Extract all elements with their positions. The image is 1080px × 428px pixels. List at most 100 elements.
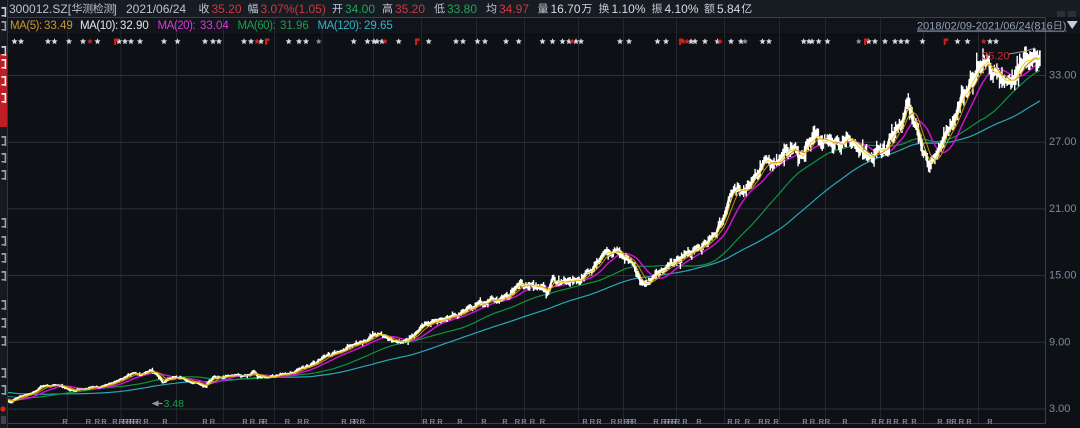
svg-text:R: R [596, 417, 602, 426]
svg-text:R: R [842, 417, 848, 426]
svg-text:3.07%(1.05): 3.07%(1.05) [261, 2, 326, 16]
svg-text:R: R [937, 417, 943, 426]
svg-text:R: R [627, 417, 633, 426]
svg-text:R: R [350, 417, 356, 426]
svg-text:R: R [540, 417, 546, 426]
svg-text:): ) [1063, 21, 1067, 33]
svg-text:R: R [745, 417, 751, 426]
svg-text:3.48: 3.48 [164, 398, 185, 410]
svg-text:MA(60):: MA(60): [238, 20, 276, 32]
svg-text:R: R [951, 417, 957, 426]
svg-text:R: R [126, 417, 132, 426]
svg-text:R: R [886, 417, 892, 426]
svg-text:R: R [668, 417, 674, 426]
svg-text:R: R [143, 417, 149, 426]
svg-text:R: R [802, 417, 808, 426]
svg-text:R: R [661, 417, 667, 426]
svg-text:R: R [129, 417, 135, 426]
svg-text:R: R [825, 417, 831, 426]
svg-text:31.96: 31.96 [280, 20, 309, 32]
svg-text:R: R [773, 417, 779, 426]
svg-text:MA(20):: MA(20): [158, 20, 196, 32]
svg-text:R: R [133, 417, 139, 426]
svg-text:27.00: 27.00 [1049, 136, 1077, 148]
svg-text:R: R [893, 417, 899, 426]
svg-text:R: R [437, 417, 443, 426]
svg-text:R: R [911, 417, 917, 426]
svg-text:R: R [297, 417, 303, 426]
svg-text:R: R [653, 417, 659, 426]
svg-text:R: R [119, 417, 125, 426]
svg-text:R: R [430, 417, 436, 426]
svg-text:R: R [262, 417, 268, 426]
svg-text:33.00: 33.00 [1049, 70, 1077, 82]
svg-text:R: R [422, 417, 428, 426]
svg-text:R: R [354, 417, 360, 426]
svg-text:R: R [946, 417, 952, 426]
svg-text:R: R [758, 417, 764, 426]
svg-text:R: R [682, 417, 688, 426]
svg-text:33.80: 33.80 [447, 2, 477, 16]
svg-text:3.00: 3.00 [1049, 403, 1070, 415]
svg-text:R: R [810, 417, 816, 426]
svg-text:R: R [871, 417, 877, 426]
svg-text:4.10%: 4.10% [665, 2, 699, 16]
svg-text:R: R [521, 417, 527, 426]
svg-text:35.20: 35.20 [395, 2, 425, 16]
svg-text:R: R [101, 417, 107, 426]
svg-text:R: R [987, 417, 993, 426]
svg-text:R: R [727, 417, 733, 426]
svg-text:R: R [530, 417, 536, 426]
svg-text:29.65: 29.65 [364, 20, 393, 32]
svg-text:R: R [112, 417, 118, 426]
svg-text:R: R [360, 417, 366, 426]
svg-text:33.49: 33.49 [44, 20, 73, 32]
svg-text:300012.SZ[: 300012.SZ[ [9, 2, 72, 16]
svg-text:MA(5):: MA(5): [10, 20, 42, 32]
svg-text:R: R [136, 417, 142, 426]
svg-text:R: R [341, 417, 347, 426]
svg-text:34.97: 34.97 [499, 2, 529, 16]
svg-text:R: R [457, 417, 463, 426]
svg-text:R: R [819, 417, 825, 426]
svg-text:R: R [590, 417, 596, 426]
svg-text:R: R [902, 417, 908, 426]
svg-text:21.00: 21.00 [1049, 203, 1077, 215]
svg-text:R: R [515, 417, 521, 426]
svg-text:R: R [285, 417, 291, 426]
svg-text:34.00: 34.00 [345, 2, 375, 16]
svg-text:35.20: 35.20 [982, 51, 1010, 63]
svg-text:R: R [242, 417, 248, 426]
svg-text:32.90: 32.90 [120, 20, 149, 32]
svg-text:R: R [664, 417, 670, 426]
svg-text:R: R [86, 417, 92, 426]
svg-text:MA(120):: MA(120): [318, 20, 362, 32]
svg-text:R: R [611, 417, 617, 426]
svg-text:5.84: 5.84 [717, 2, 741, 16]
svg-text:R: R [582, 417, 588, 426]
svg-text:R: R [765, 417, 771, 426]
svg-text:R: R [735, 417, 741, 426]
svg-text:]: ] [113, 2, 116, 16]
svg-text:33.04: 33.04 [200, 20, 229, 32]
svg-text:9.00: 9.00 [1049, 336, 1070, 348]
svg-text:1.10%: 1.10% [612, 2, 646, 16]
svg-text:R: R [62, 417, 68, 426]
svg-text:15.00: 15.00 [1049, 270, 1077, 282]
svg-text:R: R [959, 417, 965, 426]
svg-text:16.70: 16.70 [551, 2, 581, 16]
svg-text:R: R [966, 417, 972, 426]
svg-text:R: R [481, 417, 487, 426]
svg-text:35.20: 35.20 [212, 2, 242, 16]
svg-text:R: R [617, 417, 623, 426]
svg-text:R: R [671, 417, 677, 426]
svg-text:2018/02/09-2021/06/24(816: 2018/02/09-2021/06/24(816 [917, 21, 1053, 33]
svg-text:R: R [696, 417, 702, 426]
svg-text:R: R [259, 417, 265, 426]
svg-text:R: R [202, 417, 208, 426]
svg-text:R: R [879, 417, 885, 426]
svg-text:R: R [250, 417, 256, 426]
svg-text:2021/06/24: 2021/06/24 [126, 2, 186, 16]
svg-text:R: R [210, 417, 216, 426]
svg-text:R: R [304, 417, 310, 426]
